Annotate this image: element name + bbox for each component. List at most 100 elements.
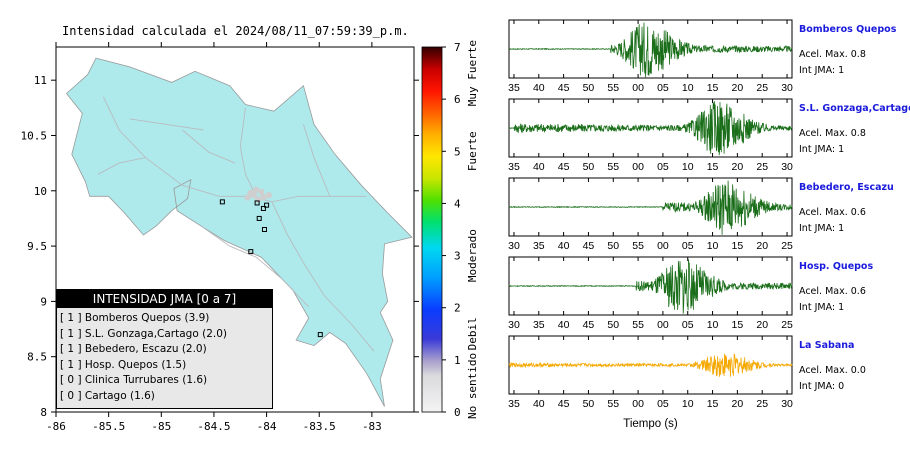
seismogram-tick-label: 35 [533, 240, 545, 252]
legend-item: [ 1 ] S.L. Gonzaga,Cartago (2.0) [60, 327, 272, 343]
seismogram-tick-label: 55 [607, 398, 619, 410]
road-network [97, 96, 375, 352]
seismogram-tick-label: 50 [607, 319, 619, 331]
trace-max-acceleration: Acel. Max. 0.6 [799, 207, 866, 218]
seismogram-panel: 35 40 45 50 55 00 05 10 15 20 25 30 [508, 98, 793, 173]
map-y-tick-label: 9.5 [27, 240, 47, 253]
seismogram-panel: 35 40 45 50 55 00 05 10 15 20 25 30 [508, 335, 793, 410]
seismogram-tick-label: 40 [558, 240, 570, 252]
seismogram-tick-label: 20 [756, 319, 768, 331]
seismogram-tick-label: 45 [583, 240, 595, 252]
seismogram-panel: 35 40 45 50 55 00 05 10 15 20 25 30 [508, 19, 793, 94]
seismogram-tick-label: 30 [508, 240, 520, 252]
colorbar-level-label: Muy Fuerte [466, 40, 479, 106]
trace-station-name: S.L. Gonzaga,Cartago [799, 103, 910, 114]
colorbar-tick-label: 0 [454, 406, 461, 419]
seismogram-frame [508, 335, 793, 395]
colorbar-tick-label: 3 [454, 250, 461, 263]
trace-station-name: La Sabana [799, 340, 855, 351]
station-marker [261, 227, 267, 232]
trace-jma-intensity: Int JMA: 1 [799, 223, 845, 234]
map-y-axis: 11 10.5 10 9.5 9 8.5 8 [21, 74, 419, 419]
seismogram-tick-label: 25 [756, 82, 768, 94]
station-marker [256, 215, 262, 221]
map-y-tick-label: 8 [40, 406, 47, 419]
seismogram-tick-label: 35 [533, 319, 545, 331]
seismogram-tick-label: 10 [707, 319, 719, 331]
legend-item-text: Bebedero, Escazu (2.0) [84, 343, 207, 355]
seismogram-tick-label: 45 [558, 398, 570, 410]
seismogram-tick-label: 35 [508, 398, 520, 410]
seismogram-tick-label: 15 [732, 319, 744, 331]
seismogram-tick-label: 25 [781, 319, 793, 331]
seismogram-tick-label: 15 [707, 398, 719, 410]
seismogram-trace [508, 101, 793, 156]
seismogram-tick-label: 00 [657, 240, 669, 252]
seismogram-tick-label: 15 [707, 161, 719, 173]
colorbar-level-label: No sentido [466, 353, 479, 419]
trace-station-name: Bomberos Quepos [799, 24, 897, 35]
seismogram-trace [509, 22, 793, 78]
legend-item: [ 1 ] Bebedero, Escazu (2.0) [60, 342, 272, 358]
legend-title: INTENSIDAD JMA [0 a 7] [57, 290, 272, 308]
colorbar-scale [421, 46, 443, 413]
map-y-tick-label: 11 [34, 74, 47, 87]
seismogram-tick-label: 30 [781, 82, 793, 94]
seismogram-tick-label: 05 [657, 398, 669, 410]
seismogram-tick-label: 25 [756, 161, 768, 173]
seismogram-trace [508, 353, 793, 377]
seismogram-panel: 30 35 40 45 50 55 00 05 10 15 20 25 [508, 256, 793, 331]
seismogram-tick-label: 45 [583, 319, 595, 331]
trace-max-acceleration: Acel. Max. 0.8 [799, 49, 866, 60]
map-x-tick-label: -83 [362, 420, 382, 433]
seismogram-trace [509, 259, 793, 314]
seismogram-tick-label: 40 [533, 82, 545, 94]
station-marker [317, 332, 323, 338]
map-x-tick-label: -83.5 [303, 420, 336, 433]
seismogram-tick-label: 25 [756, 398, 768, 410]
station-marker [260, 205, 266, 211]
seismogram-tick-label: 05 [682, 240, 694, 252]
legend-item-text: Hosp. Quepos (1.5) [84, 358, 187, 371]
seismogram-tick-label: 25 [781, 240, 793, 252]
legend-item: [ 1 ] Hosp. Quepos (1.5) [60, 358, 272, 374]
seismogram-tick-label: 45 [558, 82, 570, 94]
seismogram-tick-label: 20 [732, 398, 744, 410]
legend-item-code: [ 1 ] [60, 358, 82, 371]
seismogram-tick-label: 00 [657, 319, 669, 331]
seismogram-frame [508, 256, 793, 316]
legend-item-code: [ 1 ] [60, 343, 82, 355]
seismogram-tick-label: 45 [558, 161, 570, 173]
legend-item-code: [ 1 ] [60, 327, 82, 340]
map-y-tick-label: 9 [40, 295, 47, 308]
seismogram-frame [508, 98, 793, 158]
trace-max-acceleration: Acel. Max. 0.6 [799, 286, 866, 297]
legend-item-text: Cartago (1.6) [84, 389, 155, 402]
seismogram-trace [508, 180, 793, 235]
map-y-tick-label: 10.5 [21, 129, 48, 142]
map-x-tick-label: -84 [257, 420, 277, 433]
map-y-tick-label: 10 [34, 185, 47, 198]
seismogram-tick-label: 15 [707, 82, 719, 94]
map-y-tick-label: 8.5 [27, 351, 47, 364]
costa-rica-land [65, 57, 413, 407]
map-x-tick-label: -85 [151, 420, 171, 433]
legend-item-code: [ 0 ] [60, 389, 82, 402]
map-x-axis: -86 -85.5 -85 -84.5 -84 -83.5 -83 [46, 42, 382, 433]
legend-item: [ 0 ] Cartago (1.6) [60, 389, 272, 405]
colorbar-tick-label: 2 [454, 302, 461, 315]
seismogram-tick-label: 35 [508, 82, 520, 94]
legend-item-text: S.L. Gonzaga,Cartago (2.0) [84, 327, 227, 340]
colorbar-level-label: Debil [466, 317, 479, 350]
colorbar-tick-label: 1 [454, 354, 461, 367]
trace-jma-intensity: Int JMA: 1 [799, 65, 845, 76]
seismogram-tick-label: 15 [732, 240, 744, 252]
map-title: Intensidad calculada el 2024/08/11_07:59… [62, 24, 409, 38]
seismogram-tick-label: 05 [682, 319, 694, 331]
trace-station-name: Hosp. Quepos [799, 261, 874, 272]
colorbar-tick-label: 5 [454, 145, 461, 158]
colorbar-tick-label: 6 [454, 93, 461, 106]
trace-max-acceleration: Acel. Max. 0.0 [799, 365, 866, 376]
intensity-legend: INTENSIDAD JMA [0 a 7] [ 1 ] Bomberos Qu… [56, 289, 273, 409]
seismogram-tick-label: 50 [607, 240, 619, 252]
